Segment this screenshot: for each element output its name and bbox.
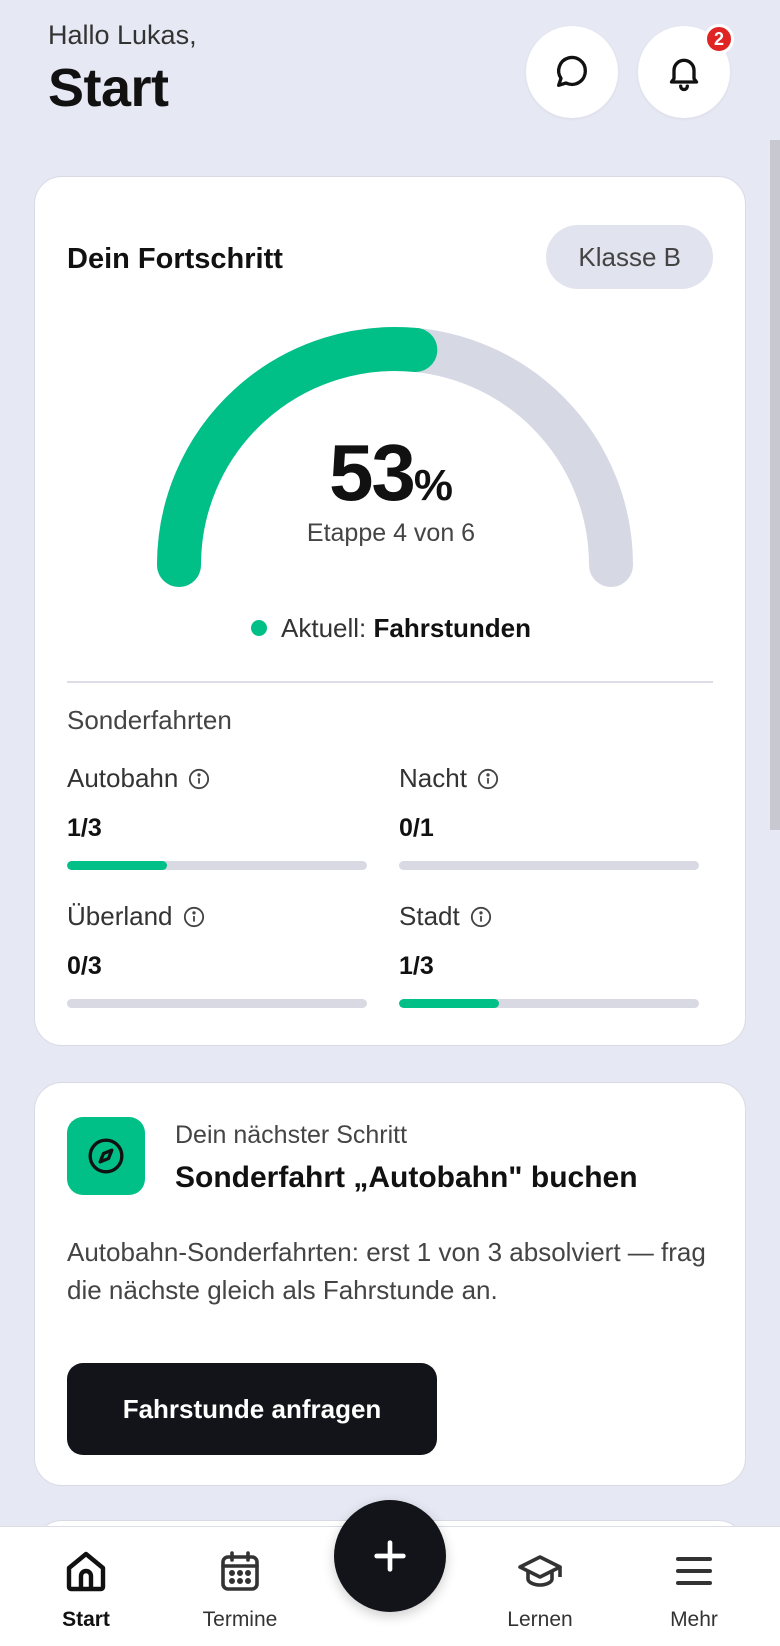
current-prefix: Aktuell: <box>281 613 367 643</box>
nav-label: Lernen <box>507 1608 573 1631</box>
home-icon <box>66 1551 106 1592</box>
special-name: Stadt <box>399 901 460 931</box>
special-name: Überland <box>67 901 173 931</box>
special-name: Nacht <box>399 763 467 793</box>
special-bar-fill <box>67 861 167 870</box>
special-count: 1/3 <box>67 814 102 842</box>
add-button[interactable] <box>334 1500 446 1612</box>
info-icon[interactable] <box>188 768 210 790</box>
progress-percent-number: 53 <box>328 428 416 517</box>
special-count: 0/3 <box>67 952 102 980</box>
special-autobahn: Autobahn 1/3 <box>67 763 367 870</box>
progress-gauge <box>157 327 633 587</box>
header: Hallo Lukas, Start <box>48 20 197 119</box>
stage-text: Etappe 4 von 6 <box>306 519 476 547</box>
nav-lernen[interactable]: Lernen <box>480 1547 600 1632</box>
progress-card: Dein Fortschritt Klasse B 53% Etappe 4 v… <box>34 176 746 1046</box>
progress-percent: 53% <box>35 427 747 519</box>
nav-mehr[interactable]: Mehr <box>634 1547 754 1632</box>
progress-percent-sign: % <box>413 461 454 510</box>
special-bar <box>67 999 367 1008</box>
calendar-icon <box>221 1551 259 1591</box>
next-step-card: Dein nächster Schritt Sonderfahrt „Autob… <box>34 1082 746 1486</box>
info-icon[interactable] <box>470 906 492 928</box>
nav-label: Termine <box>202 1608 278 1631</box>
notifications-button[interactable]: 2 <box>638 24 734 118</box>
info-icon[interactable] <box>183 906 205 928</box>
gauge-fill <box>157 327 438 587</box>
page-title: Start <box>48 58 169 118</box>
current-stage: Aktuell: Fahrstunden <box>35 613 747 644</box>
current-dot <box>251 620 268 637</box>
graduation-cap-icon <box>518 1555 562 1587</box>
special-rides-label: Sonderfahrten <box>67 705 232 735</box>
next-step-description: Autobahn-Sonderfahrten: erst 1 von 3 abs… <box>67 1237 706 1305</box>
special-bar <box>67 861 367 870</box>
plus-icon <box>374 1540 406 1572</box>
info-icon[interactable] <box>477 768 499 790</box>
greeting: Hallo Lukas, <box>48 20 197 50</box>
next-step-kicker: Dein nächster Schritt <box>175 1121 408 1149</box>
special-ueberland: Überland 0/3 <box>67 901 367 1008</box>
bell-icon <box>669 58 699 92</box>
current-value: Fahrstunden <box>373 613 531 643</box>
request-lesson-button[interactable]: Fahrstunde anfragen <box>67 1363 437 1455</box>
special-bar <box>399 861 699 870</box>
special-nacht: Nacht 0/1 <box>399 763 699 870</box>
divider <box>67 681 713 683</box>
chat-button[interactable] <box>526 26 618 118</box>
next-step-title: Sonderfahrt „Autobahn" buchen <box>175 1161 638 1194</box>
menu-icon <box>676 1557 712 1585</box>
next-step-icon-tile <box>67 1117 145 1195</box>
chat-bubble-icon <box>557 55 588 88</box>
special-count: 1/3 <box>399 952 434 980</box>
special-count: 0/1 <box>399 814 434 842</box>
nav-start[interactable]: Start <box>26 1547 146 1632</box>
special-name: Autobahn <box>67 763 179 793</box>
special-bar <box>399 999 699 1008</box>
compass-icon <box>88 1138 124 1174</box>
special-bar-fill <box>399 999 499 1008</box>
notification-badge: 2 <box>704 24 734 54</box>
nav-termine[interactable]: Termine <box>180 1547 300 1632</box>
nav-label: Mehr <box>670 1608 718 1631</box>
license-class-chip[interactable]: Klasse B <box>546 225 713 289</box>
nav-label: Start <box>62 1608 110 1631</box>
progress-title: Dein Fortschritt <box>67 243 283 275</box>
scrollbar[interactable] <box>770 140 780 830</box>
special-stadt: Stadt 1/3 <box>399 901 699 1008</box>
